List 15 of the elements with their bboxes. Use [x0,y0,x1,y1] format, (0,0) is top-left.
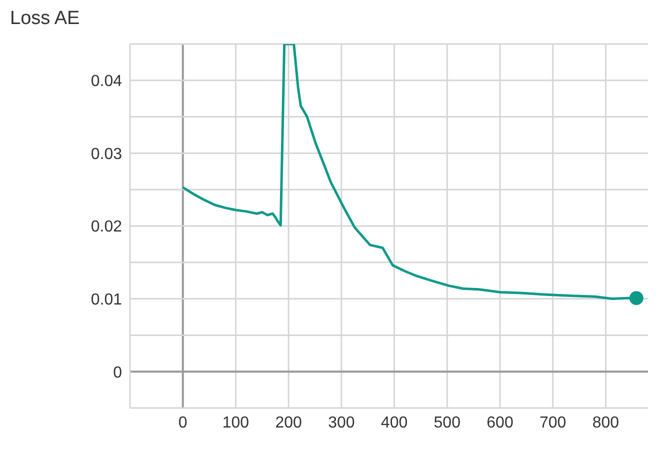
x-tick-label: 600 [486,414,514,432]
y-tick-label: 0.02 [90,218,122,236]
x-tick-label: 0 [178,414,188,432]
x-tick-label: 100 [222,414,250,432]
x-tick-label: 700 [540,414,566,432]
x-tick-label: 400 [380,414,408,432]
y-tick-label: 0.01 [90,291,122,308]
x-tick-label: 800 [592,414,620,432]
x-tick-label: 500 [434,414,461,432]
chart-title: Loss AE [10,8,81,31]
y-tick-label: 0.03 [90,146,122,163]
x-tick-label: 200 [275,414,302,432]
y-tick-label: 0.04 [90,73,122,90]
y-tick-label: 0 [113,364,122,382]
x-tick-label: 300 [328,414,355,432]
